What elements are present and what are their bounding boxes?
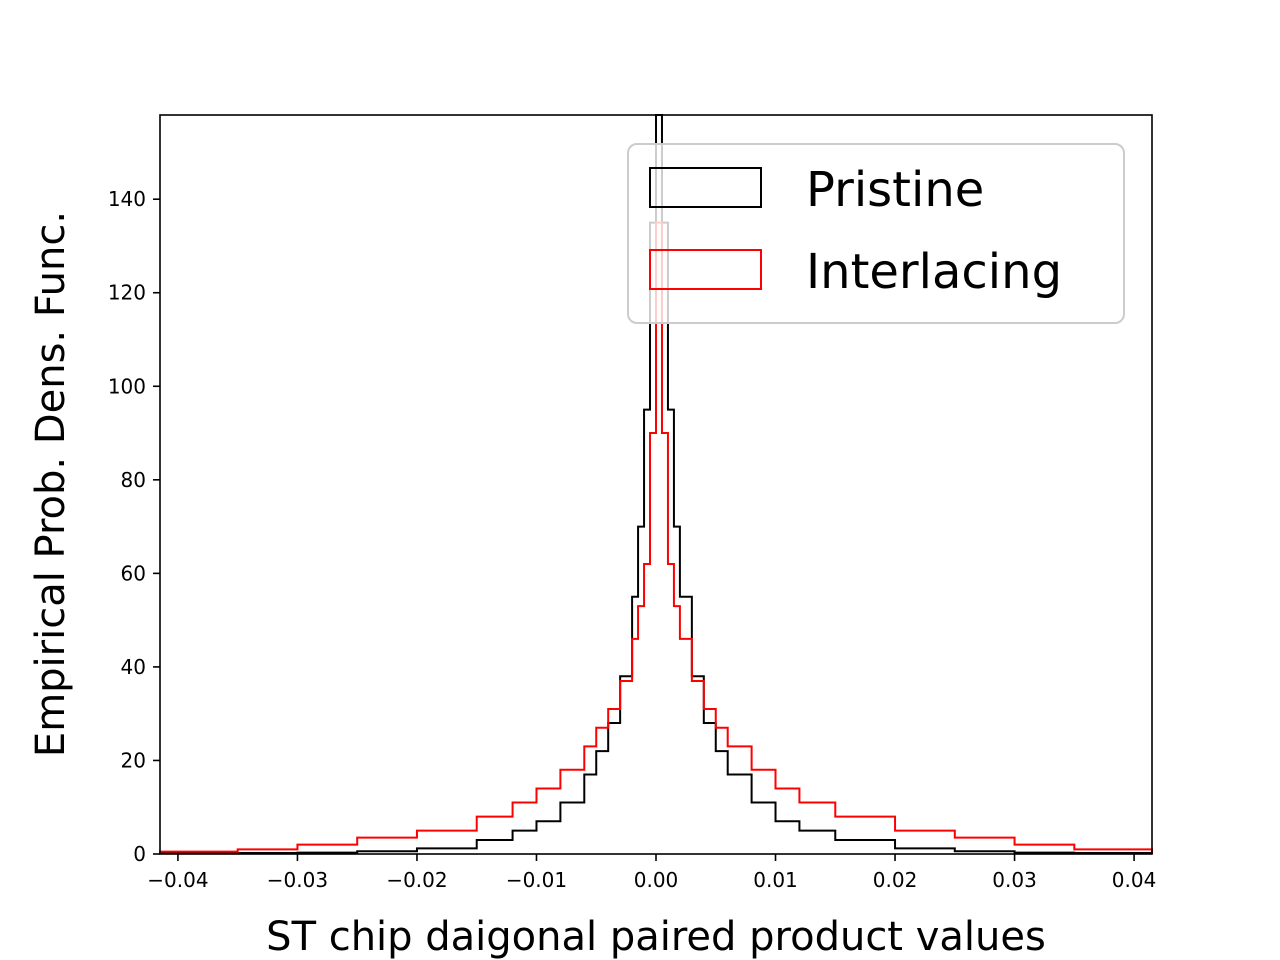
y-axis-label: Empirical Prob. Dens. Func. [28, 211, 74, 757]
legend-swatch-interlacing [649, 249, 762, 290]
y-tick-label: 80 [121, 468, 146, 492]
x-tick-label: 0.02 [873, 868, 918, 892]
y-tick-label: 100 [108, 374, 146, 398]
y-axis-ticks: 0 20 40 60 80 100 120 140 [108, 187, 160, 866]
y-tick-label: 60 [121, 561, 146, 585]
legend: Pristine Interlacing [627, 143, 1125, 324]
x-tick-label: −0.02 [386, 868, 447, 892]
x-tick-label: −0.01 [506, 868, 567, 892]
x-tick-label: −0.04 [147, 868, 208, 892]
legend-box [627, 143, 1125, 324]
x-tick-label: −0.03 [267, 868, 328, 892]
x-tick-label: 0.00 [634, 868, 679, 892]
legend-label-pristine: Pristine [806, 162, 984, 218]
y-tick-label: 140 [108, 187, 146, 211]
x-tick-label: 0.04 [1112, 868, 1157, 892]
x-tick-label: 0.01 [753, 868, 798, 892]
x-axis-label: ST chip daigonal paired product values [266, 914, 1046, 960]
legend-label-interlacing: Interlacing [806, 244, 1062, 300]
y-tick-label: 20 [121, 748, 146, 772]
legend-swatch-pristine [649, 167, 762, 208]
x-axis-ticks: −0.04 −0.03 −0.02 −0.01 0.00 0.01 0.02 0.03 0.04 [147, 854, 1156, 892]
y-tick-label: 0 [133, 842, 146, 866]
y-tick-label: 40 [121, 655, 146, 679]
x-tick-label: 0.03 [992, 868, 1037, 892]
series-interlacing-step-line [159, 221, 1153, 854]
y-tick-label: 120 [108, 281, 146, 305]
